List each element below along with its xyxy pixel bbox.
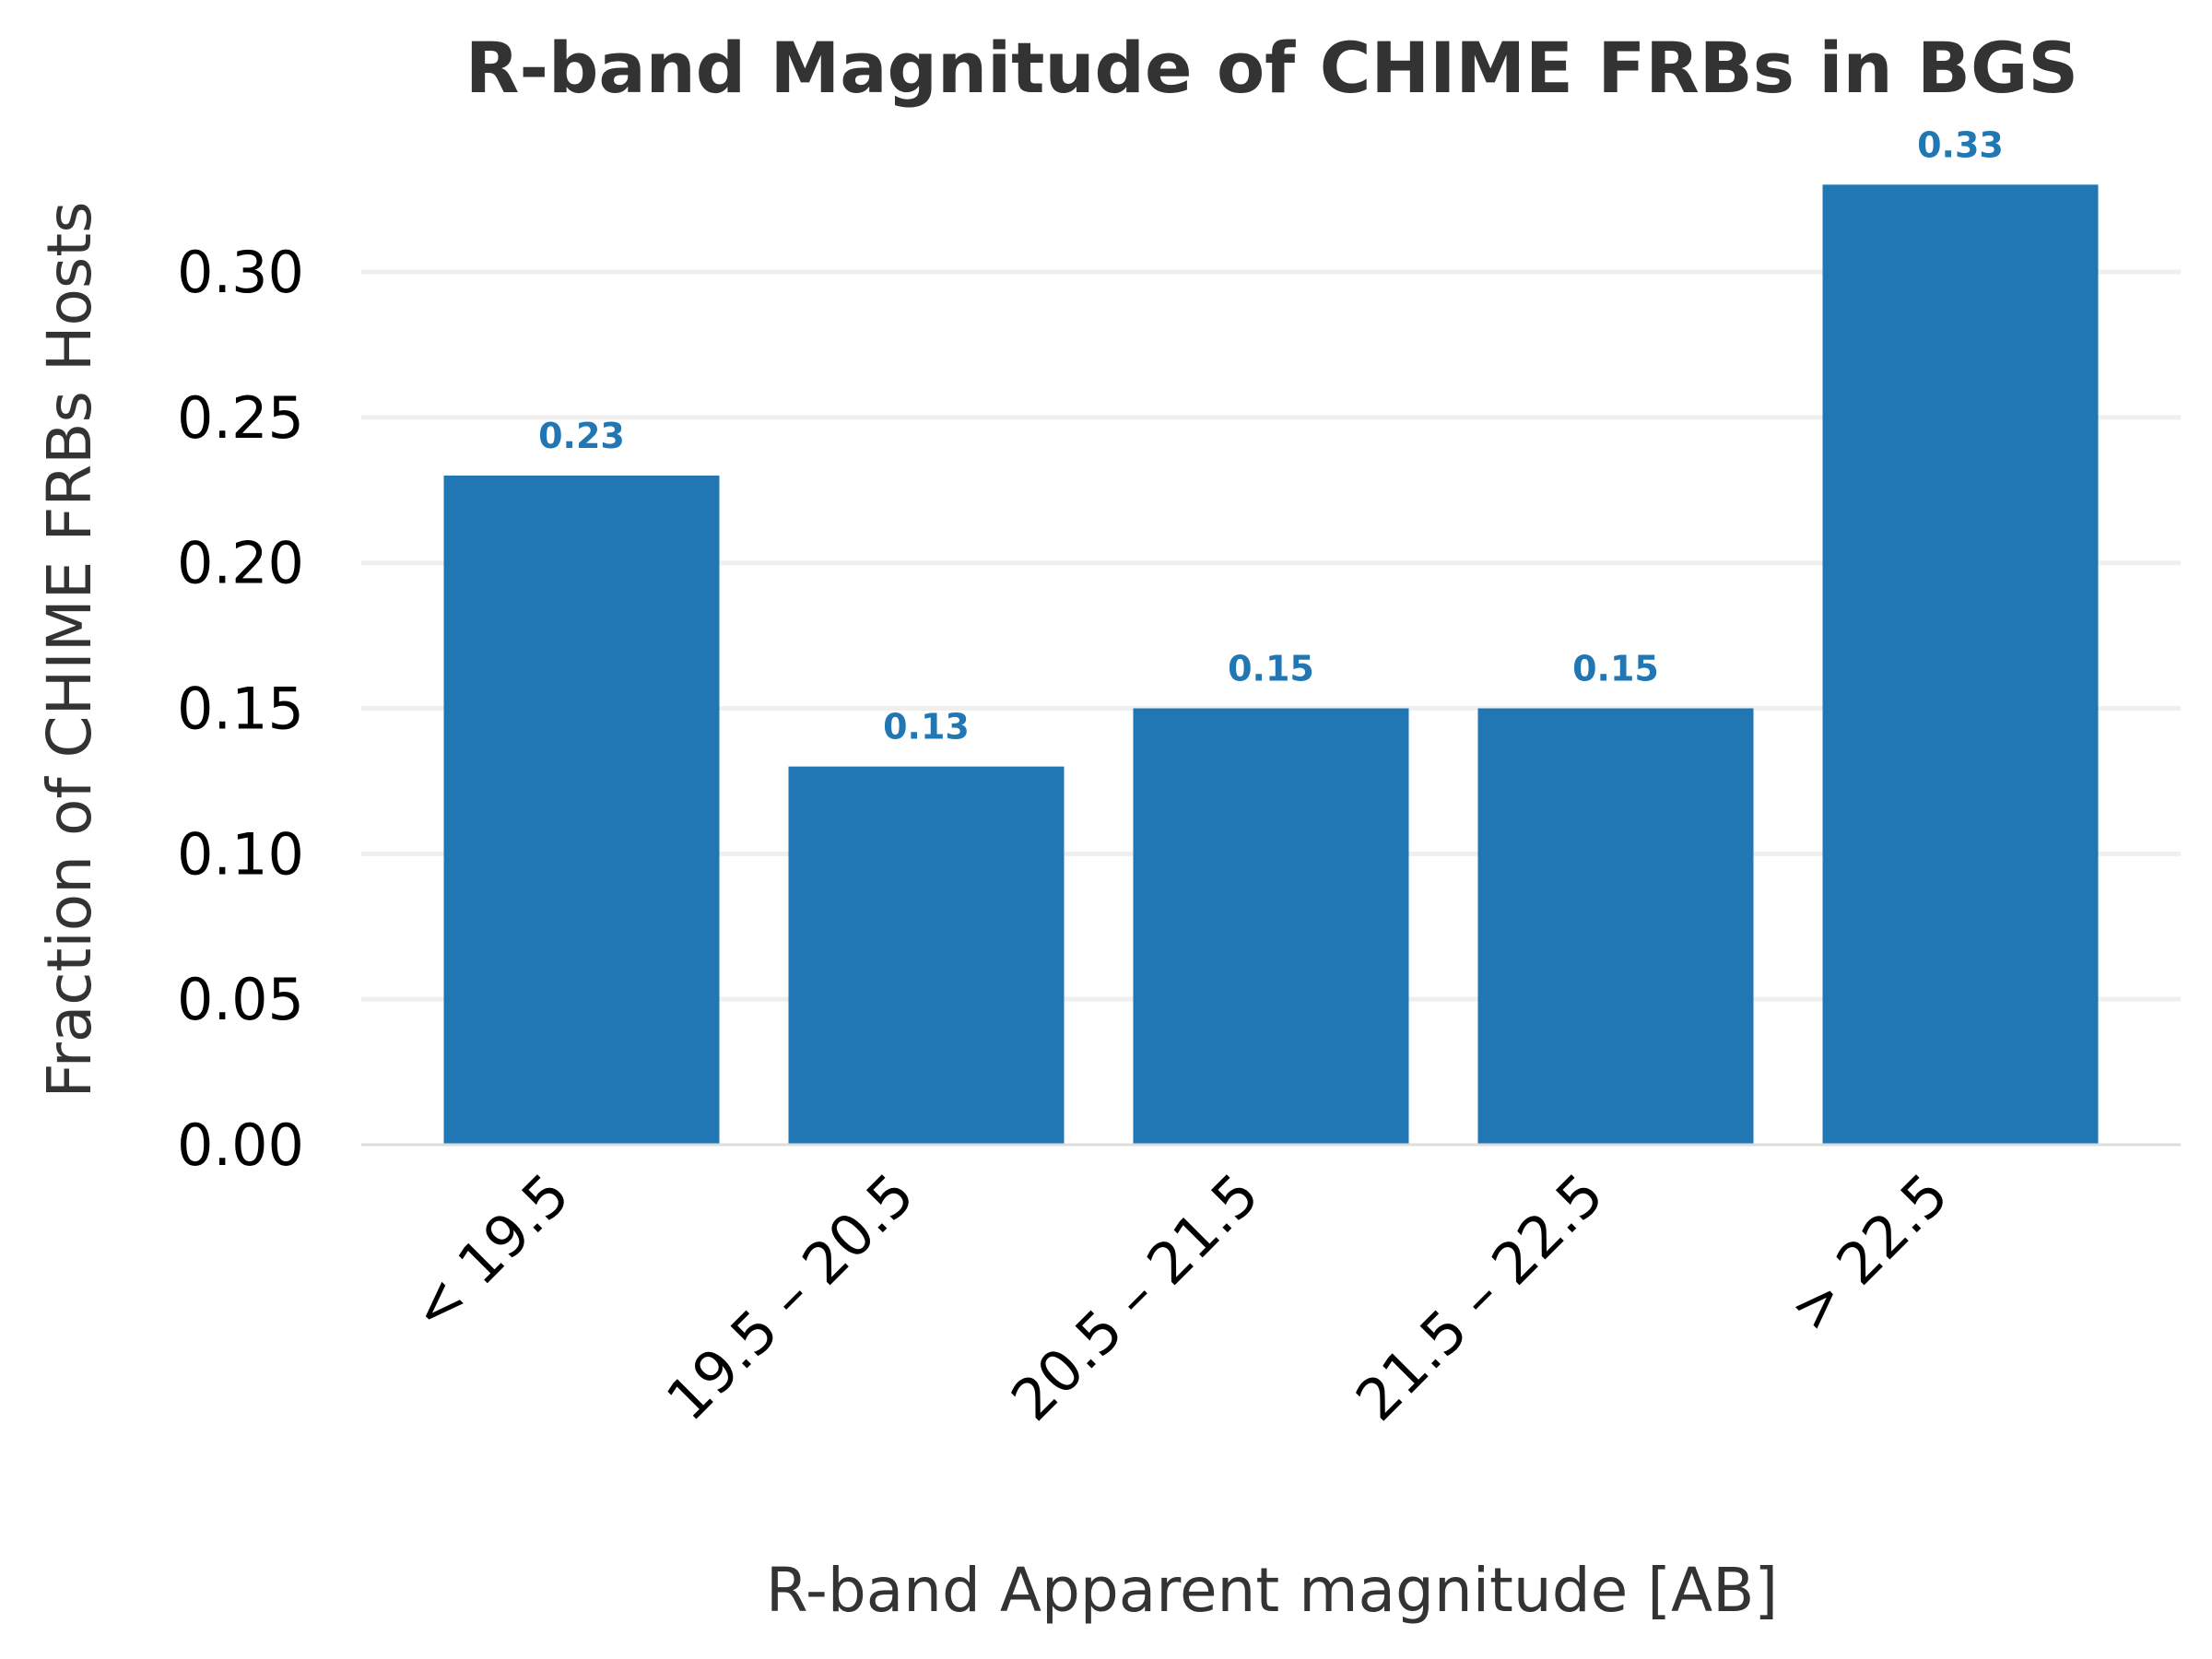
y-tick-label: 0.25 (177, 384, 304, 452)
x-tick-label: 19.5 – 20.5 (653, 1160, 927, 1434)
bar-value-label: 0.15 (1572, 649, 1659, 689)
y-axis-label: Fraction of CHIME FRBs Hosts (34, 202, 105, 1099)
bar (443, 476, 720, 1145)
y-tick-label: 0.15 (177, 676, 304, 743)
value-labels: 0.23 0.13 0.15 0.15 0.33 (538, 124, 2004, 747)
x-tick-label: < 19.5 (398, 1160, 582, 1345)
y-tick-label: 0.05 (177, 966, 304, 1033)
y-tick-label: 0.20 (177, 530, 304, 597)
x-tick-label: > 22.5 (1777, 1160, 1961, 1345)
chart-title: R-band Magnitude of CHIME FRBs in BGS (465, 27, 2078, 109)
bar (1822, 184, 2099, 1146)
bar-value-label: 0.13 (883, 707, 970, 747)
bar (1133, 708, 1409, 1145)
y-tick-label: 0.10 (177, 820, 304, 888)
y-tick-label: 0.00 (177, 1112, 304, 1179)
bar-value-label: 0.15 (1228, 649, 1314, 689)
x-tick-labels: < 19.5 19.5 – 20.5 20.5 – 21.5 21.5 – 22.5 >… (398, 1160, 1961, 1434)
bar-value-label: 0.33 (1917, 124, 2004, 165)
y-tick-labels: 0.00 0.05 0.10 0.15 0.20 0.25 0.30 (177, 239, 304, 1179)
bar (788, 766, 1065, 1145)
y-tick-label: 0.30 (177, 239, 304, 306)
bars (443, 184, 2099, 1146)
x-tick-label: 21.5 – 22.5 (1343, 1160, 1617, 1434)
bar-value-label: 0.23 (538, 416, 625, 456)
bar (1477, 708, 1754, 1145)
x-tick-label: 20.5 – 21.5 (998, 1160, 1272, 1434)
x-axis-label: R-band Apparent magnitude [AB] (766, 1555, 1778, 1626)
